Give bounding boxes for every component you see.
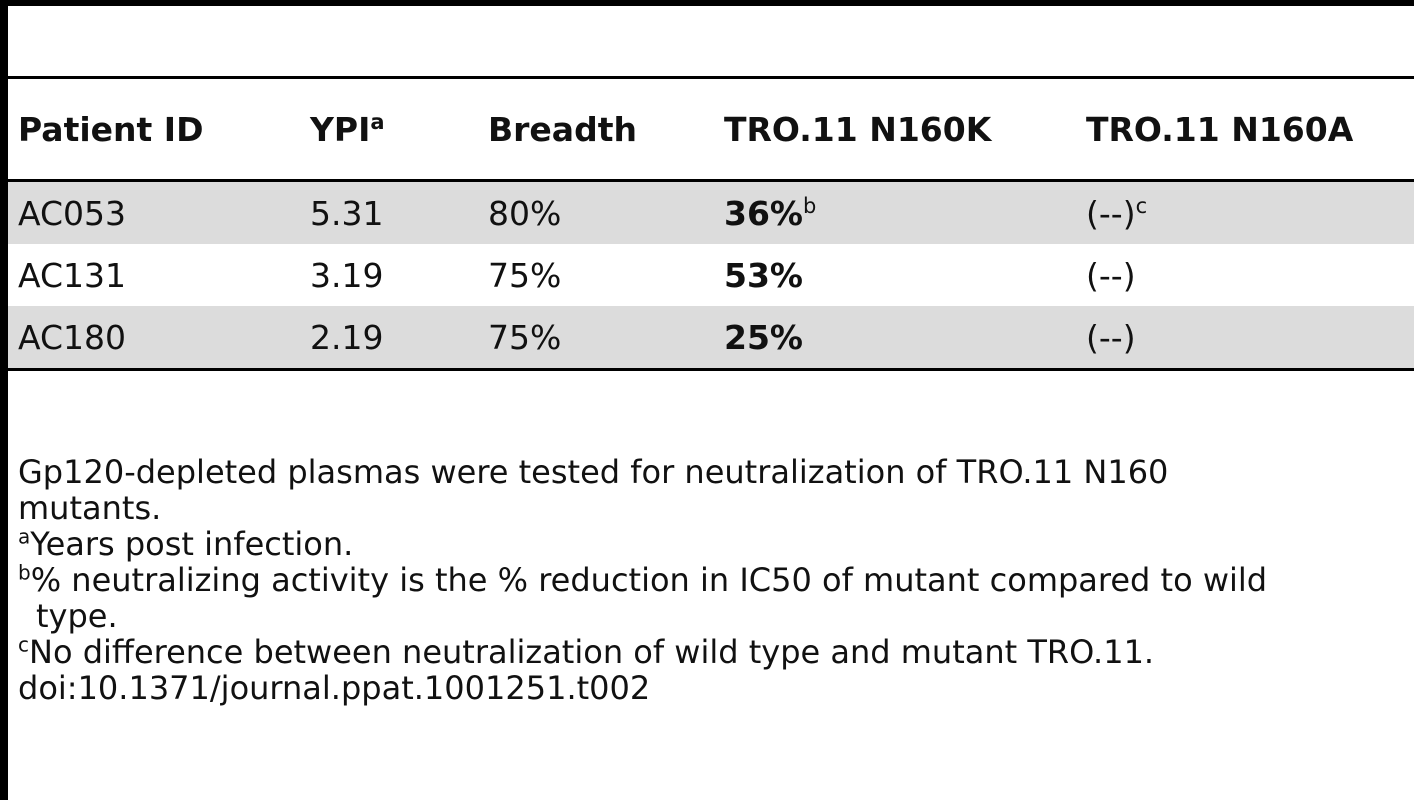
footnote-mark-a: a bbox=[370, 109, 385, 134]
cell-n160k: 25% bbox=[724, 317, 803, 357]
cell-breadth: 75% bbox=[488, 255, 562, 295]
cell-n160k: 53% bbox=[724, 255, 803, 295]
footnote-c: cNo difference between neutralization of… bbox=[18, 632, 1155, 671]
cell-ypi: 5.31 bbox=[310, 193, 384, 233]
table-row: AC131 3.19 75% 53% (--) bbox=[8, 244, 1414, 306]
cell-n160a: (--)c bbox=[1086, 193, 1148, 233]
neutralization-table: Patient ID YPIa Breadth TRO.11 N160K TRO… bbox=[8, 76, 1414, 371]
table-row: AC180 2.19 75% 25% (--) bbox=[8, 306, 1414, 370]
footnote-b-continued: type. bbox=[36, 597, 118, 635]
cell-patient-id: AC131 bbox=[18, 255, 127, 295]
cell-n160a: (--) bbox=[1086, 255, 1136, 295]
cell-ypi: 3.19 bbox=[310, 255, 384, 295]
table-header-row: Patient ID YPIa Breadth TRO.11 N160K TRO… bbox=[8, 77, 1414, 181]
doi-link[interactable]: doi:10.1371/journal.ppat.1001251.t002 bbox=[18, 669, 651, 707]
cell-n160k: 36%b bbox=[724, 193, 817, 233]
footnote-mark-b: b bbox=[803, 193, 817, 218]
table-caption-continued: mutants. bbox=[18, 489, 162, 527]
header-ypi: YPIa bbox=[310, 109, 385, 149]
header-n160a: TRO.11 N160A bbox=[1086, 109, 1354, 149]
cell-ypi: 2.19 bbox=[310, 317, 384, 357]
footnote-b: b% neutralizing activity is the % reduct… bbox=[18, 560, 1268, 599]
table-footnotes: Gp120-depleted plasmas were tested for n… bbox=[18, 454, 1410, 706]
cell-patient-id: AC053 bbox=[18, 193, 127, 233]
header-breadth: Breadth bbox=[488, 109, 637, 149]
table-row: AC053 5.31 80% 36%b (--)c bbox=[8, 180, 1414, 244]
cell-n160a: (--) bbox=[1086, 317, 1136, 357]
table-caption: Gp120-depleted plasmas were tested for n… bbox=[18, 453, 1169, 491]
data-table-container: Patient ID YPIa Breadth TRO.11 N160K TRO… bbox=[8, 76, 1414, 371]
header-patient-id: Patient ID bbox=[18, 109, 204, 149]
cell-patient-id: AC180 bbox=[18, 317, 127, 357]
cell-breadth: 80% bbox=[488, 193, 562, 233]
left-border-rule bbox=[0, 0, 8, 800]
footnote-a: aYears post infection. bbox=[18, 524, 354, 563]
cell-breadth: 75% bbox=[488, 317, 562, 357]
header-n160k: TRO.11 N160K bbox=[724, 109, 992, 149]
footnote-mark-c: c bbox=[1135, 193, 1148, 218]
top-border-rule bbox=[8, 0, 1414, 6]
